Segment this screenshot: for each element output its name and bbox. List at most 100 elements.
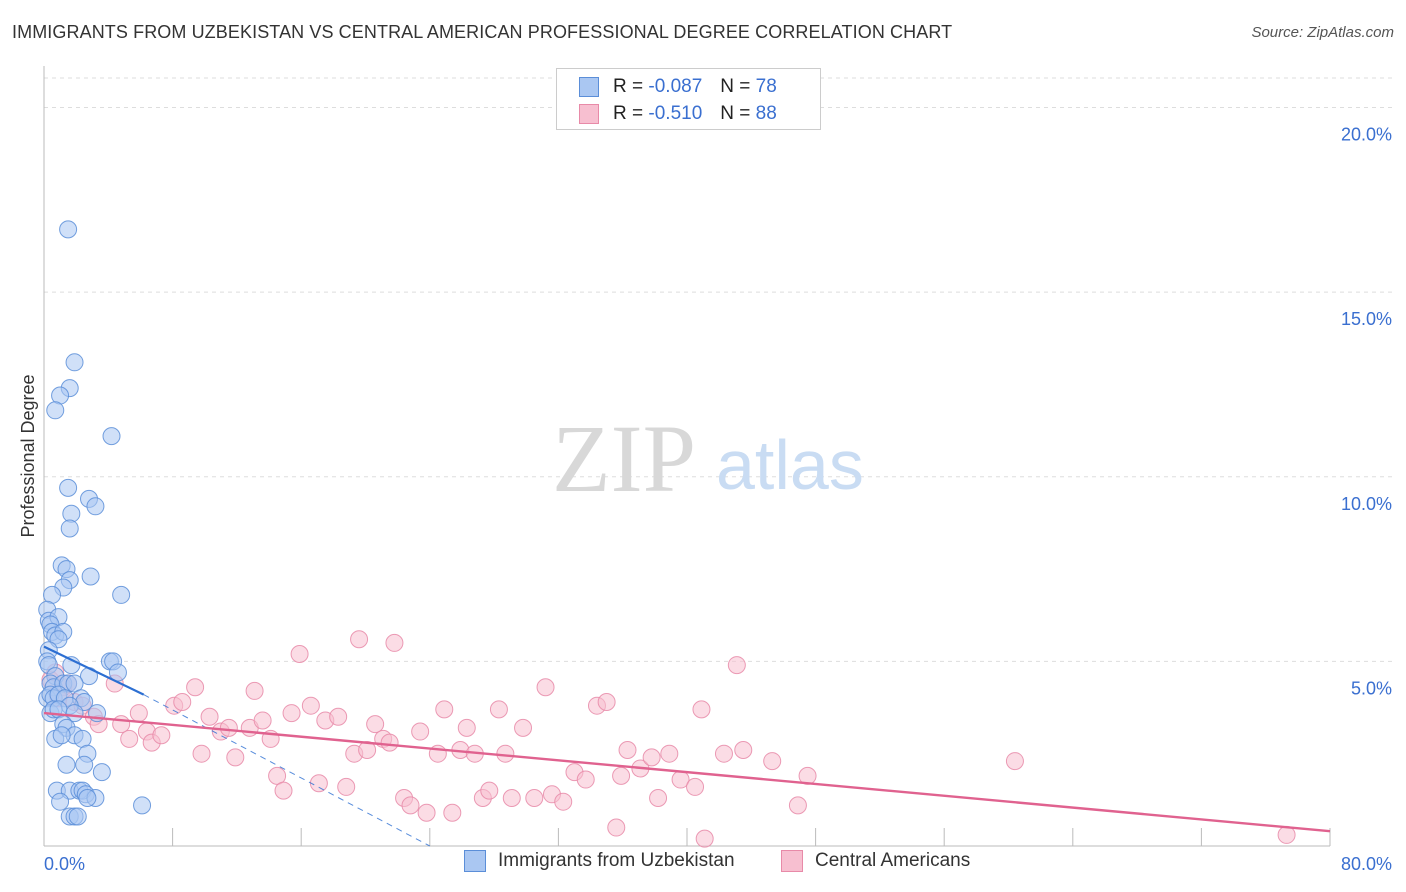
central-americans-point <box>192 744 211 763</box>
central-americans-point <box>457 718 476 737</box>
uzbekistan-point <box>51 792 70 811</box>
central-americans-point <box>686 777 705 796</box>
uzbekistan-point <box>75 755 94 774</box>
watermark: ZIP atlas <box>552 405 864 512</box>
central-americans-point <box>496 744 515 763</box>
legend-swatch-pink <box>579 103 599 124</box>
uzbekistan-point <box>59 478 78 497</box>
central-americans-point <box>502 789 521 807</box>
central-americans-point <box>435 700 454 719</box>
uzbekistan-point <box>92 763 111 782</box>
legend-r-label: R = <box>613 75 644 97</box>
legend-item-uzbekistan[interactable]: Immigrants from Uzbekistan <box>464 850 735 872</box>
central-americans-point <box>727 656 746 675</box>
x-tick-label-min: 0.0% <box>44 854 85 874</box>
central-americans-point <box>525 789 544 807</box>
uzbekistan-trend-extension <box>143 694 431 847</box>
central-americans-point <box>417 803 436 822</box>
central-americans-point <box>480 781 499 800</box>
uzbekistan-point <box>112 585 131 604</box>
central-americans-point <box>329 707 348 726</box>
central-americans-point <box>649 789 668 807</box>
legend-label-uzbekistan: Immigrants from Uzbekistan <box>498 850 735 871</box>
legend-item-central-americans[interactable]: Central Americans <box>781 850 970 872</box>
legend-r-value: -0.087 <box>648 75 703 97</box>
central-americans-point <box>554 792 573 811</box>
uzbekistan-point <box>78 789 97 807</box>
central-americans-point <box>337 777 356 796</box>
legend-label-central-americans: Central Americans <box>815 850 971 871</box>
legend-swatch-blue <box>579 76 599 97</box>
central-americans-point <box>489 700 508 719</box>
chart-title: IMMIGRANTS FROM UZBEKISTAN VS CENTRAL AM… <box>12 22 953 42</box>
uzbekistan-point <box>68 807 87 826</box>
central-americans-point <box>274 781 293 800</box>
watermark-zip: ZIP <box>552 405 696 512</box>
legend-swatch-blue <box>464 850 486 872</box>
central-americans-point <box>788 796 807 815</box>
central-americans-point <box>366 715 385 734</box>
central-americans-point <box>173 693 192 711</box>
central-americans-point <box>152 726 171 745</box>
central-americans-trend-line <box>43 711 1331 833</box>
central-americans-point <box>186 678 205 697</box>
central-americans-point <box>290 645 309 663</box>
uzbekistan-point <box>65 353 84 372</box>
central-americans-point <box>358 741 377 759</box>
central-americans-point <box>714 744 733 763</box>
trend-lines <box>43 645 1331 847</box>
legend-n-value: 88 <box>755 102 777 124</box>
uzbekistan-point <box>59 220 78 239</box>
central-americans-point <box>692 700 711 719</box>
central-americans-point <box>350 630 369 649</box>
central-americans-point <box>245 681 264 700</box>
legend-row-central-americans: R = -0.510 N = 88 <box>579 100 777 127</box>
central-americans-point <box>112 715 131 734</box>
central-americans-point <box>443 803 462 822</box>
central-americans-point <box>219 718 238 737</box>
central-americans-point <box>695 829 714 848</box>
uzbekistan-point <box>57 755 76 774</box>
legend-n-value: 78 <box>755 75 777 97</box>
y-tick-label: 15.0% <box>1341 309 1392 329</box>
central-americans-point <box>309 774 328 793</box>
central-americans-point <box>253 711 272 730</box>
grid-lines <box>44 77 1392 662</box>
uzbekistan-point <box>86 497 105 516</box>
correlation-legend: R = -0.087 N = 78 R = -0.510 N = 88 <box>556 68 821 130</box>
watermark-atlas: atlas <box>716 426 864 504</box>
legend-row-uzbekistan: R = -0.087 N = 78 <box>579 73 777 100</box>
central-americans-point <box>301 696 320 715</box>
uzbekistan-point <box>108 663 127 682</box>
legend-r-label: R = <box>613 102 644 124</box>
central-americans-point <box>282 704 301 723</box>
y-axis-label: Professional Degree <box>18 374 38 537</box>
central-americans-point <box>536 678 555 697</box>
central-americans-point <box>380 733 399 752</box>
legend-swatch-pink <box>781 850 803 872</box>
central-americans-point <box>226 748 245 767</box>
central-americans-point <box>576 770 595 789</box>
uzbekistan-point <box>133 796 152 815</box>
uzbekistan-point <box>60 519 79 538</box>
x-tick-label-max: 80.0% <box>1341 854 1392 874</box>
central-americans-point <box>200 707 219 726</box>
central-americans-point <box>120 729 139 748</box>
uzbekistan-point <box>52 726 71 745</box>
central-americans-point <box>660 744 679 763</box>
uzbekistan-trend-line <box>43 645 145 696</box>
central-americans-point <box>129 704 148 723</box>
central-americans-point <box>1005 752 1024 771</box>
y-tick-label: 5.0% <box>1351 678 1392 698</box>
central-americans-point <box>607 818 626 837</box>
central-americans-point <box>385 633 404 652</box>
central-americans-point <box>597 693 616 711</box>
central-americans-point <box>401 796 420 815</box>
uzbekistan-point <box>102 427 121 446</box>
series-central-americans-points <box>41 630 1296 848</box>
y-tick-label: 20.0% <box>1341 125 1392 145</box>
source-credit: Source: ZipAtlas.com <box>1251 24 1394 41</box>
central-americans-point <box>642 748 661 767</box>
legend-n-label: N = <box>720 102 751 124</box>
